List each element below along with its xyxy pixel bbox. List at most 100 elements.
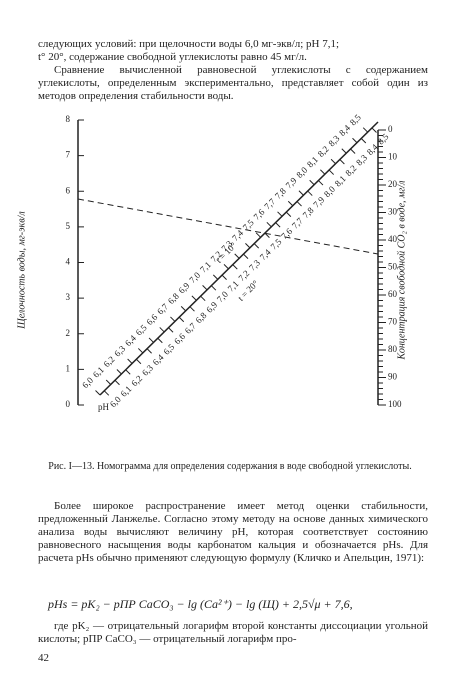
ph-label: 7,8	[301, 205, 316, 220]
ph-label: 6,8	[166, 291, 181, 306]
right-tick-label: 20	[388, 179, 398, 189]
ph-tick	[328, 169, 335, 175]
right-tick-label: 80	[388, 344, 398, 354]
ph-tick	[352, 137, 358, 144]
ph-label: 7,5	[268, 236, 283, 251]
intro-line: следующих условий: при щелочности воды 6…	[38, 38, 340, 50]
ph-label: 6,4	[151, 352, 166, 367]
ph-tick	[253, 243, 260, 249]
left-tick-label: 4	[66, 257, 71, 267]
ph-tick	[95, 390, 101, 396]
ph-tick	[105, 379, 112, 385]
right-tick-label: 40	[388, 234, 398, 244]
ph-label: 6,7	[183, 320, 198, 335]
ph-label: 8,2	[316, 144, 331, 159]
ph-label: 6,0	[108, 394, 123, 409]
ph-tick	[234, 253, 240, 259]
ph-tick	[285, 211, 292, 217]
ph-tick	[148, 337, 154, 343]
ph-tick	[232, 264, 238, 270]
ph-label: 7,4	[230, 228, 245, 243]
ph-label: 7,8	[273, 186, 288, 201]
right-tick-label: 30	[388, 207, 398, 217]
left-tick-label: 1	[66, 363, 71, 373]
ph-label: 6,1	[91, 365, 106, 380]
ph-tick	[330, 158, 336, 165]
ph-tick	[350, 148, 356, 154]
ph-tick	[318, 180, 324, 186]
ph-tick	[307, 190, 313, 196]
ph-label: 8,1	[305, 154, 320, 169]
ph-label: 6,5	[134, 322, 149, 337]
ph-label: 8,0	[322, 184, 337, 199]
ph-tick	[309, 179, 315, 186]
ph-tick	[243, 253, 249, 259]
ph-label: 7,0	[215, 289, 230, 304]
ph-label: 8,3	[354, 152, 369, 167]
ph-tick	[298, 190, 304, 196]
right-axis-title: Концентрация свободной CO₂ в воде, мг/л	[396, 180, 407, 361]
right-tick-label: 50	[388, 262, 398, 272]
ph-tick	[362, 127, 369, 133]
ph-tick	[341, 148, 347, 154]
ph-tick	[168, 327, 174, 333]
ph-label: 8,0	[294, 165, 309, 180]
intro-paragraph: Сравнение вычисленной равновесной углеки…	[38, 64, 428, 102]
t20-label: t = 20°	[236, 278, 261, 303]
ph-tick	[245, 242, 251, 249]
ph-tick	[136, 358, 142, 365]
ph-label: 8,2	[343, 163, 358, 178]
right-tick-label: 0	[388, 124, 393, 134]
left-tick-label: 7	[66, 150, 71, 160]
left-tick-label: 6	[66, 185, 71, 195]
ph-tick	[221, 274, 227, 281]
page-number: 42	[38, 652, 49, 664]
ph-label: 6,0	[80, 375, 95, 390]
ph-tick	[125, 369, 131, 375]
ph-tick	[264, 232, 270, 238]
ph-tick	[287, 200, 294, 207]
ph-tick	[127, 358, 133, 364]
ph-label: 6,7	[155, 301, 170, 316]
left-tick-label: 8	[66, 114, 71, 124]
ph-tick	[191, 295, 197, 301]
ph-label: 8,5	[348, 112, 363, 127]
ph-tick	[255, 232, 261, 238]
ph-label: 7,6	[251, 207, 266, 222]
ph-tick	[200, 295, 206, 302]
ph-tick	[202, 285, 208, 291]
ph-label: 6,6	[144, 312, 159, 327]
ph-label: pH	[98, 402, 110, 412]
ph-tick	[360, 138, 367, 144]
ph-tick	[189, 306, 195, 312]
body-paragraph: Более широкое распространение имеет мето…	[38, 500, 428, 564]
ph-label: 6,8	[193, 310, 208, 325]
ph-tick	[277, 211, 283, 217]
ph-label: 7,0	[187, 270, 202, 285]
left-tick-label: 5	[66, 221, 71, 231]
left-tick-label: 3	[66, 292, 71, 302]
intro-line: t° 20°, содержание свободной углекислоты…	[38, 51, 307, 63]
ph-tick	[103, 390, 110, 396]
ph-label: 6,4	[123, 333, 138, 348]
left-axis-title: Щелочность воды, мг-экв/л	[16, 211, 27, 330]
ph-tick	[170, 316, 176, 322]
figure-caption: Рис. I—13. Номограмма для определения со…	[48, 461, 412, 472]
ph-tick	[266, 221, 272, 228]
ph-label: 6,9	[177, 280, 192, 295]
ph-label: 7,2	[236, 268, 251, 283]
ph-label: 6,5	[161, 341, 176, 356]
ph-tick	[296, 201, 302, 207]
ph-tick	[157, 337, 163, 344]
formula: pHs = pK₂ − pПР CaCO₃ − lg (Ca²⁺) − lg (…	[48, 597, 353, 611]
left-tick-label: 2	[66, 328, 71, 338]
ph-tick	[180, 306, 187, 312]
ph-tick	[146, 348, 152, 354]
example-line	[77, 198, 379, 255]
ph-tick	[212, 274, 219, 280]
ph-label: 7,4	[258, 247, 273, 262]
ph-tick	[114, 379, 120, 386]
ph-label: 6,1	[119, 384, 134, 399]
ph-label: 7,3	[247, 257, 262, 272]
